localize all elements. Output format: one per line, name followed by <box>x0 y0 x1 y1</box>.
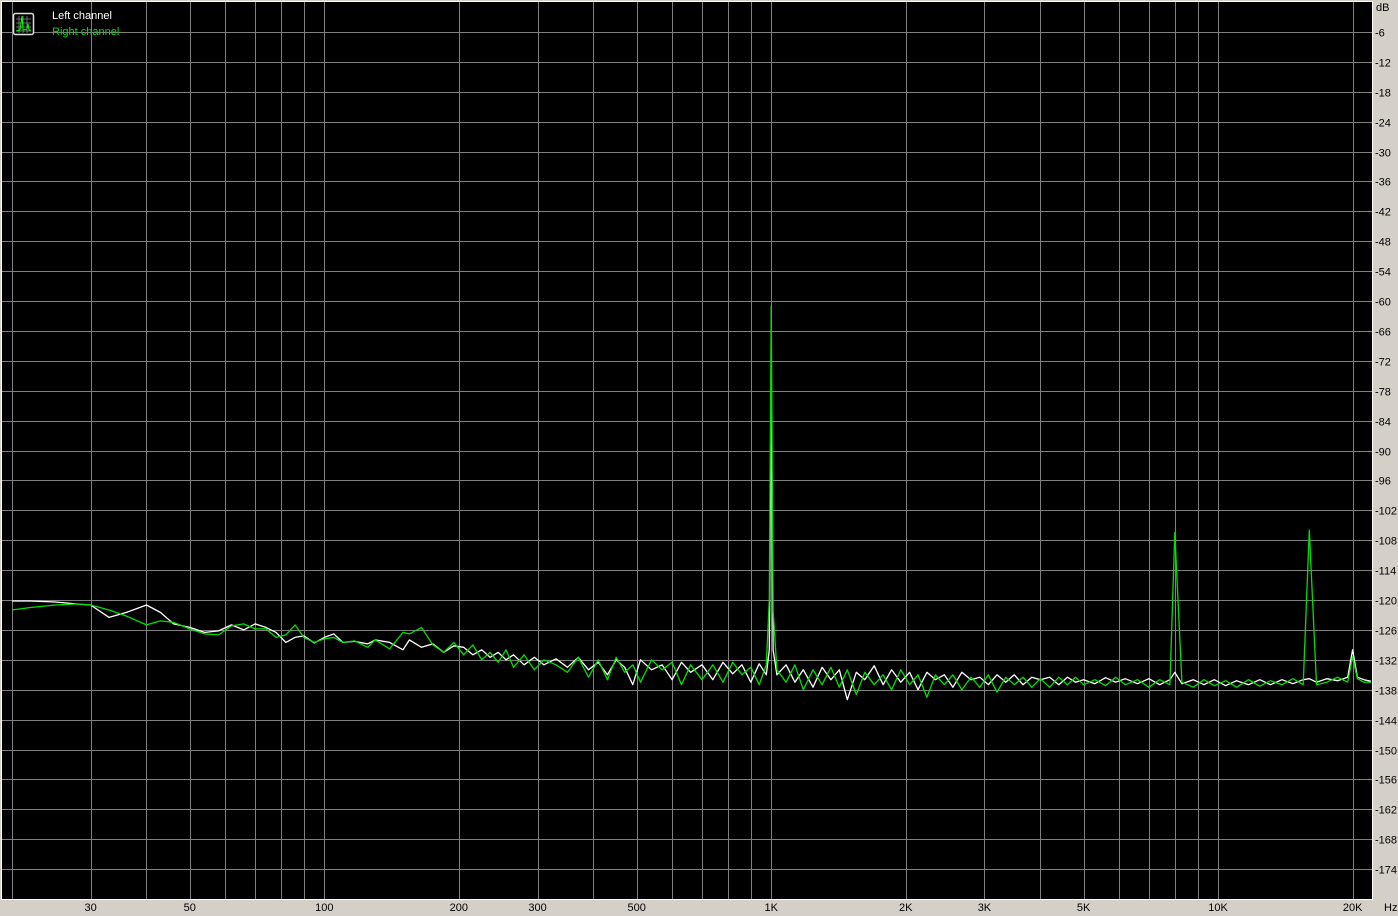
series-line-right-channel <box>11 305 1372 698</box>
y-tick-label: -90 <box>1375 447 1391 459</box>
y-unit-label: dB <box>1376 2 1389 14</box>
y-axis: -6 -12 -18 -24 -30 -36 -42 -48 -54 -60 -66 -72 -78 -8… <box>1375 28 1397 877</box>
x-tick-label: 20K <box>1343 902 1363 914</box>
y-tick-label: -156 <box>1375 775 1397 787</box>
series-group <box>11 305 1372 701</box>
y-tick-label: -120 <box>1375 596 1397 608</box>
x-tick-label: 50 <box>184 902 196 914</box>
y-tick-label: -108 <box>1375 536 1397 548</box>
x-axis: 30 50 100 200 300 500 1K 2K 3K 5K 10K 20K <box>85 902 1364 914</box>
y-tick-label: -168 <box>1375 835 1397 847</box>
x-tick-label: 500 <box>627 902 645 914</box>
x-tick-label: 200 <box>450 902 468 914</box>
y-tick-label: -114 <box>1375 566 1396 578</box>
spectrum-icon <box>12 12 35 36</box>
y-tick-label: -72 <box>1375 357 1391 369</box>
y-tick-label: -78 <box>1375 387 1391 399</box>
y-tick-label: -6 <box>1375 28 1385 40</box>
y-tick-label: -12 <box>1375 58 1391 70</box>
y-tick-label: -96 <box>1375 476 1391 488</box>
y-tick-label: -36 <box>1375 177 1391 189</box>
y-tick-label: -48 <box>1375 237 1391 249</box>
x-tick-label: 2K <box>899 902 913 914</box>
series-line-left-channel <box>12 390 1372 701</box>
x-unit-label: Hz <box>1384 902 1397 914</box>
x-tick-label: 5K <box>1077 902 1091 914</box>
y-tick-label: -24 <box>1375 118 1391 130</box>
y-tick-label: -102 <box>1375 506 1397 518</box>
legend-right-channel: Right channel <box>52 26 119 38</box>
y-tick-label: -54 <box>1375 267 1391 279</box>
x-tick-label: 1K <box>764 902 778 914</box>
legend: Left channel Right channel <box>12 10 119 38</box>
y-tick-label: -174 <box>1375 865 1397 877</box>
y-tick-label: -132 <box>1375 656 1397 668</box>
grid <box>2 2 1372 899</box>
y-tick-label: -144 <box>1375 716 1397 728</box>
y-tick-label: -138 <box>1375 686 1397 698</box>
x-tick-label: 10K <box>1208 902 1228 914</box>
x-tick-label: 100 <box>315 902 333 914</box>
x-tick-label: 30 <box>85 902 97 914</box>
legend-left-channel: Left channel <box>52 10 112 22</box>
y-tick-label: -84 <box>1375 417 1391 429</box>
y-tick-label: -18 <box>1375 88 1391 100</box>
x-tick-label: 3K <box>978 902 992 914</box>
y-tick-label: -66 <box>1375 327 1391 339</box>
y-tick-label: -60 <box>1375 297 1391 309</box>
x-tick-label: 300 <box>528 902 546 914</box>
y-tick-label: -150 <box>1375 746 1397 758</box>
y-tick-label: -42 <box>1375 207 1391 219</box>
y-tick-label: -162 <box>1375 805 1397 817</box>
y-tick-label: -126 <box>1375 626 1397 638</box>
y-tick-label: -30 <box>1375 148 1391 160</box>
plot-area <box>1 1 1373 900</box>
